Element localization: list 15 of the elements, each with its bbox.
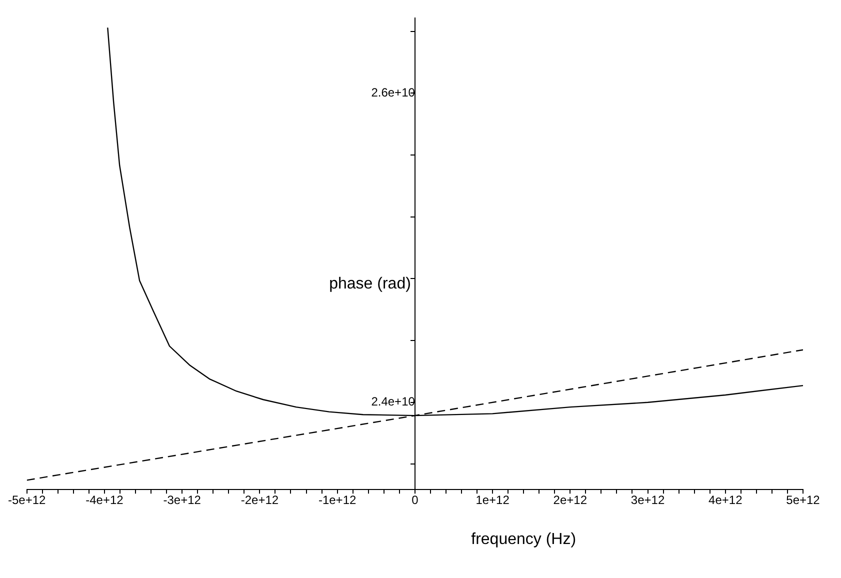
- y-tick-label: 2.6e+10: [371, 85, 416, 100]
- x-tick-label: -4e+12: [86, 493, 124, 508]
- x-tick-label: 4e+12: [708, 493, 743, 508]
- x-tick-label: -2e+12: [240, 493, 279, 508]
- x-tick-label: 0: [412, 493, 419, 508]
- x-tick-label: 2e+12: [553, 493, 588, 508]
- y-axis-title: phase (rad): [329, 275, 411, 292]
- x-tick-label: 5e+12: [786, 493, 820, 508]
- x-tick-label: -5e+12: [8, 493, 46, 508]
- x-tick-label: 3e+12: [630, 493, 665, 508]
- x-axis-title: frequency (Hz): [471, 531, 576, 548]
- y-tick-label: 2.4e+10: [371, 394, 416, 409]
- x-tick-label: 1e+12: [476, 493, 510, 508]
- x-tick-label: -3e+12: [163, 493, 202, 508]
- x-tick-label: -1e+12: [318, 493, 356, 508]
